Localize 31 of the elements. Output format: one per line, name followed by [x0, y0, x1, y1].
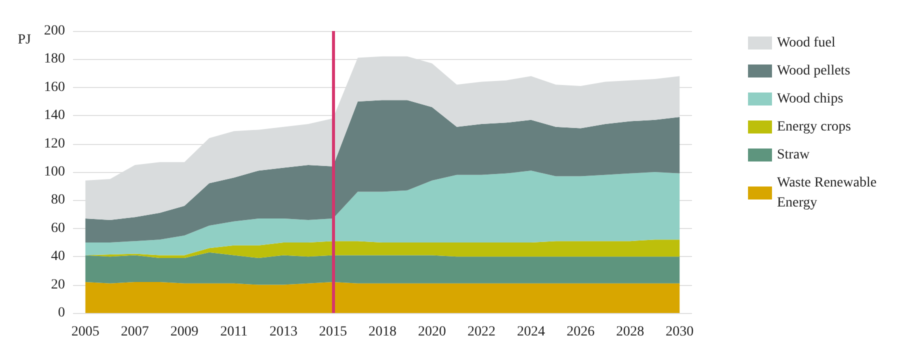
x-tick-label: 2030	[666, 324, 694, 340]
x-tick-label: 2024	[517, 324, 546, 340]
y-tick-label: 200	[44, 24, 65, 38]
legend-label: Wood fuel	[777, 36, 836, 50]
y-tick-label: 140	[44, 108, 65, 124]
x-tick-label: 2022	[468, 324, 496, 340]
x-tick-label: 2015	[318, 324, 347, 340]
x-tick-label: 2028	[616, 324, 644, 340]
x-tick-label: 2013	[269, 324, 298, 340]
legend-label: Wood pellets	[777, 64, 850, 78]
x-tick-label: 2026	[566, 324, 595, 340]
x-tick-label: 2011	[220, 324, 248, 340]
x-tick-label: 2018	[368, 324, 396, 340]
y-tick-label: 40	[51, 249, 65, 264]
y-axis-title: PJ	[18, 32, 32, 48]
x-tick-label: 2007	[120, 324, 149, 340]
y-tick-label: 60	[51, 220, 65, 236]
y-tick-label: 120	[44, 136, 65, 152]
y-tick-label: 20	[51, 277, 65, 292]
y-tick-label: 100	[44, 164, 65, 180]
y-tick-label: 0	[58, 306, 65, 320]
legend-label: Wood chips	[777, 92, 844, 106]
x-tick-label: 2009	[170, 324, 198, 340]
x-tick-label: 2005	[71, 324, 100, 340]
legend-label: Energy crops	[777, 120, 851, 134]
legend-label: Waste Renewable Energy	[777, 176, 880, 210]
legend-label: Straw	[777, 148, 811, 162]
y-tick-label: 160	[44, 80, 65, 95]
y-tick-label: 180	[44, 52, 65, 67]
x-tick-label: 2020	[418, 324, 446, 340]
y-tick-label: 80	[51, 192, 65, 208]
